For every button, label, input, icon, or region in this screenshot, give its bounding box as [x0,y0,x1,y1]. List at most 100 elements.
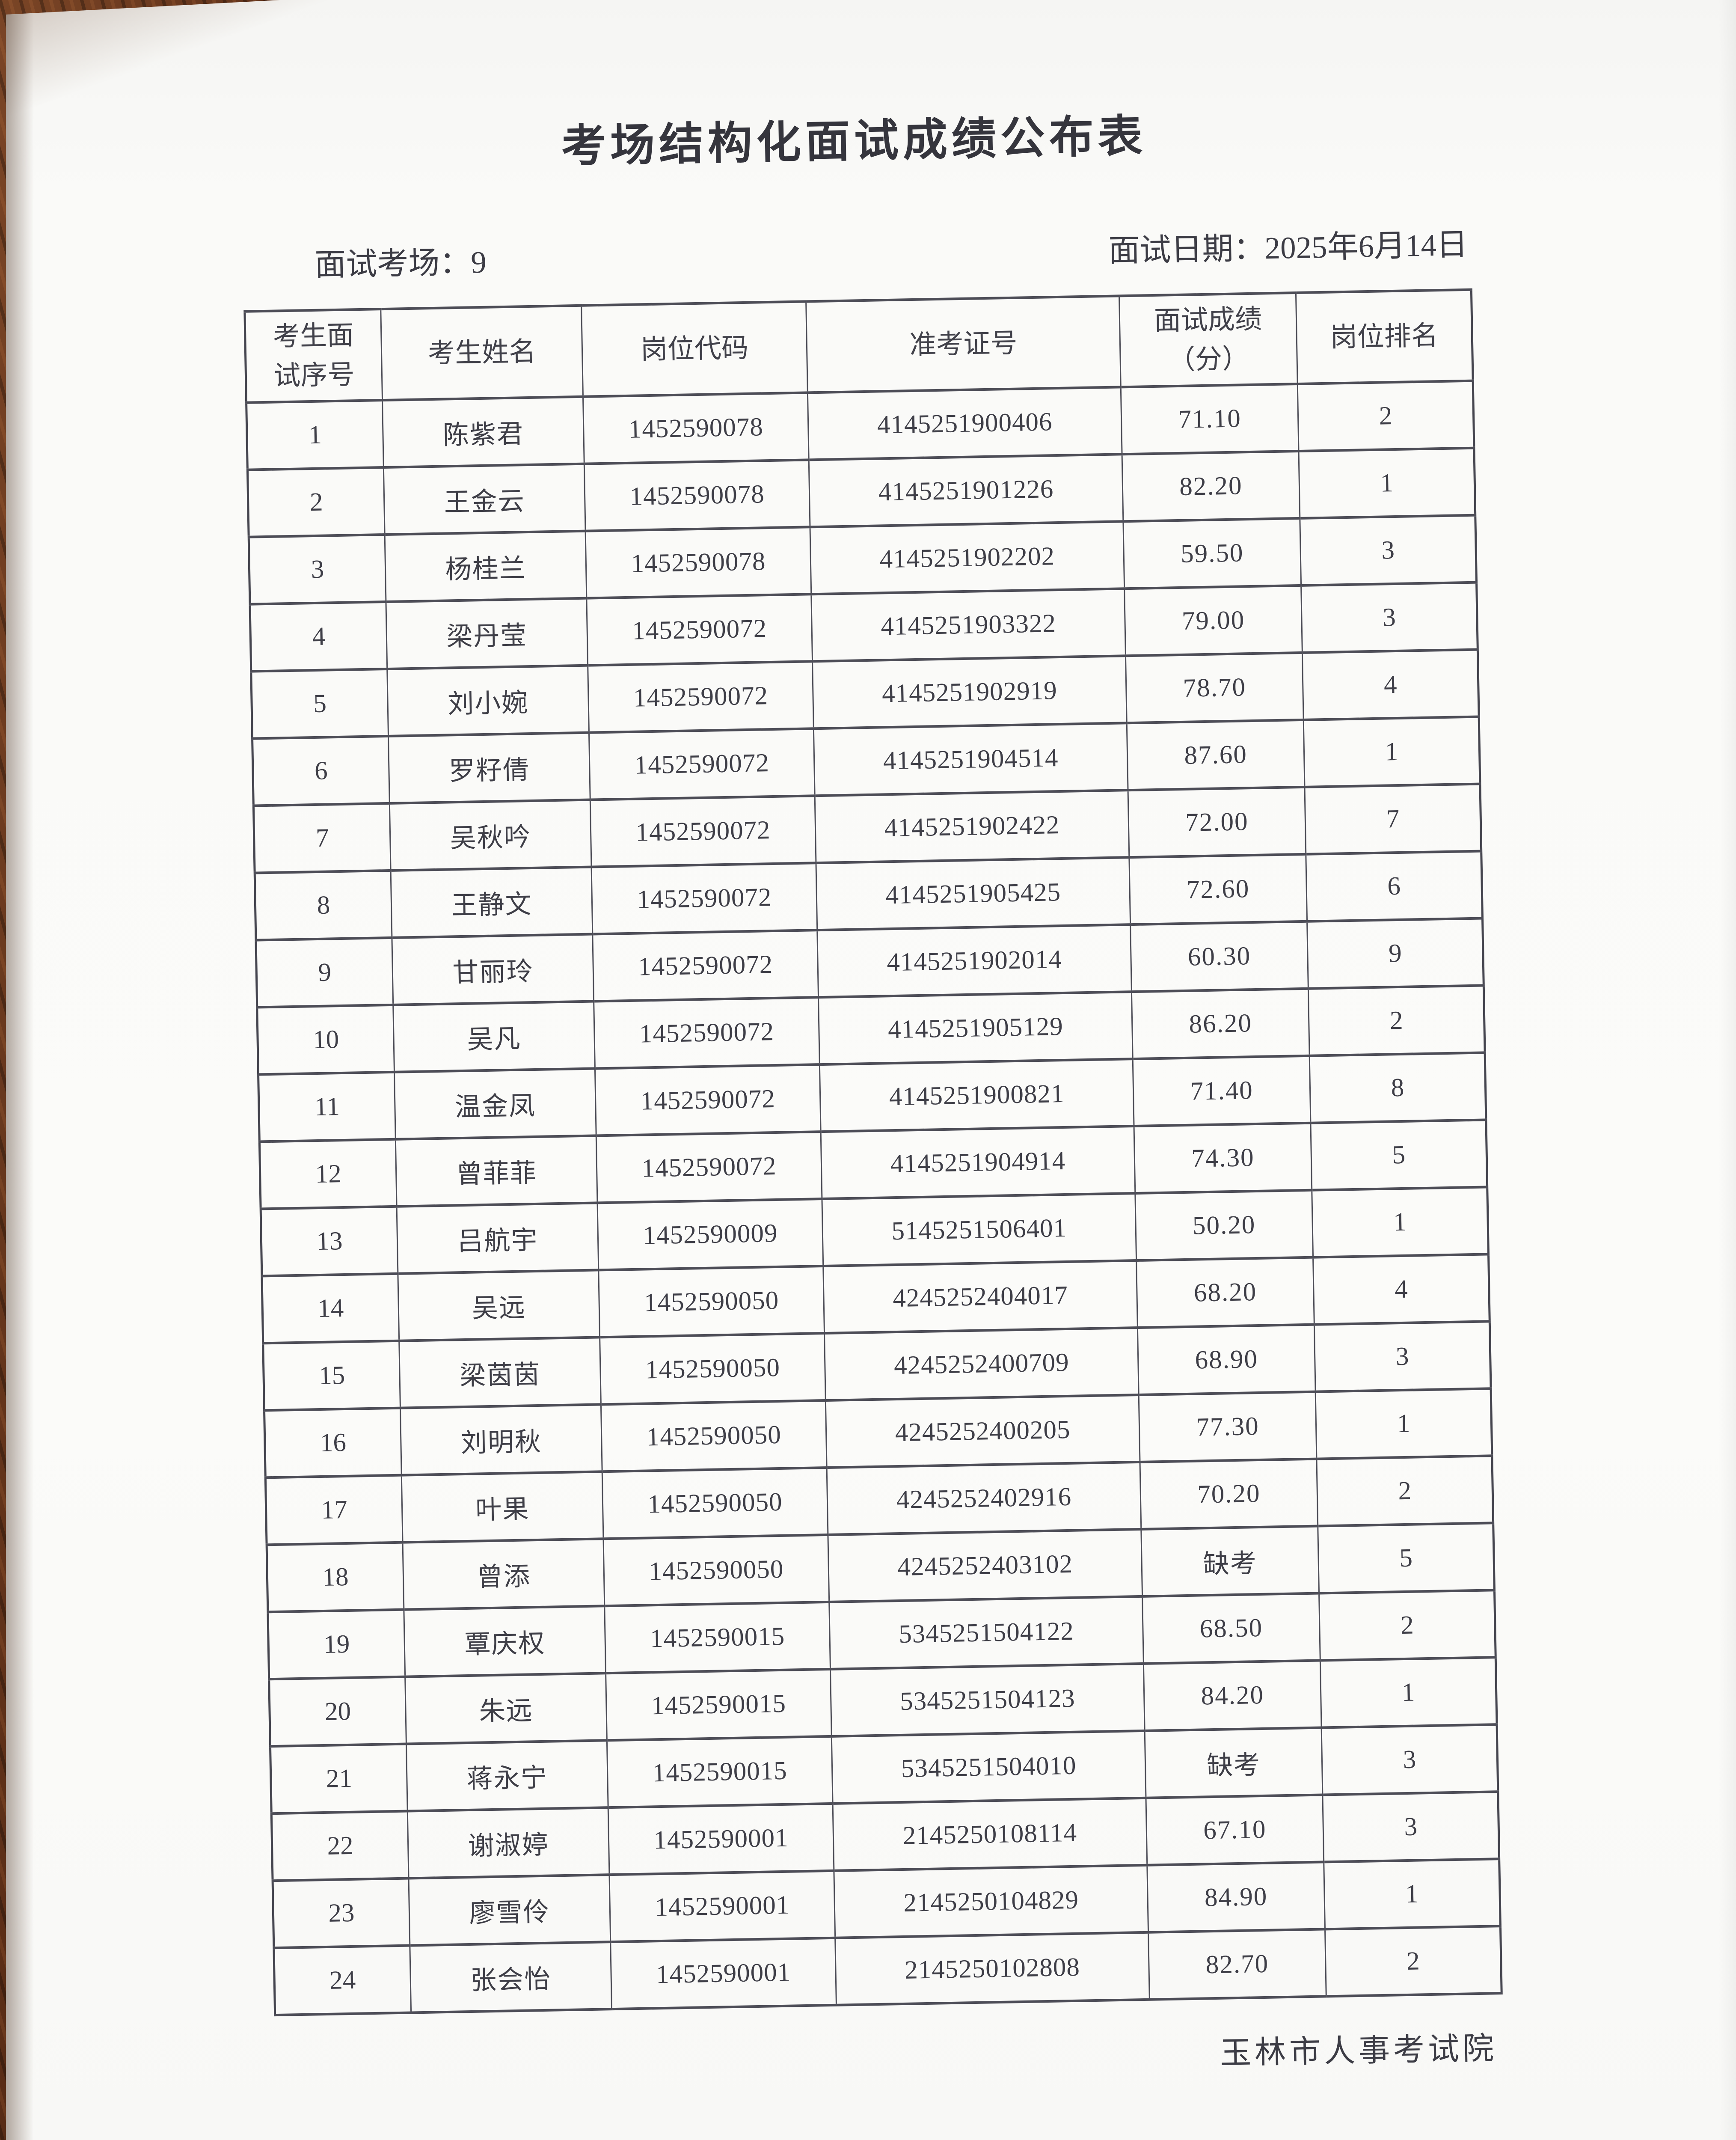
cell-seq: 17 [265,1475,403,1545]
cell-post_code: 1452590015 [605,1669,832,1741]
cell-seq: 14 [261,1273,399,1343]
cell-name: 覃庆权 [404,1606,606,1677]
interview-date-label: 面试日期： [1108,231,1265,268]
cell-name: 曾添 [403,1539,605,1610]
interview-room-value: 9 [470,244,487,280]
cell-seq: 12 [259,1139,397,1209]
column-header-post_code: 岗位代码 [581,301,808,397]
cell-ticket_no: 4145251901226 [809,454,1123,527]
cell-name: 梁丹莹 [386,598,588,669]
cell-post_code: 1452590001 [608,1803,834,1875]
cell-rank: 9 [1307,918,1484,989]
cell-name: 吴远 [398,1270,600,1341]
cell-ticket_no: 2145250104829 [834,1865,1148,1938]
cell-seq: 10 [257,1005,395,1075]
cell-rank: 8 [1309,1052,1486,1123]
cell-ticket_no: 4145251902422 [815,790,1129,863]
cell-name: 梁茵茵 [399,1337,601,1408]
cell-ticket_no: 4145251900406 [807,387,1122,460]
cell-name: 曾菲菲 [395,1135,598,1207]
interview-room: 面试考场：9 [314,237,487,285]
cell-seq: 13 [261,1206,398,1276]
cell-rank: 3 [1322,1792,1499,1862]
cell-rank: 3 [1301,582,1478,653]
column-header-name: 考生姓名 [380,305,583,401]
cell-post_code: 1452590050 [601,1400,827,1472]
cell-post_code: 1452590015 [604,1602,831,1673]
cell-name: 吴秋吟 [389,800,592,871]
cell-post_code: 1452590050 [598,1266,825,1338]
cell-seq: 6 [252,736,390,806]
cell-name: 王静文 [391,867,593,938]
cell-name: 刘明秋 [400,1404,602,1475]
cell-ticket_no: 4145251905425 [816,857,1131,930]
column-header-seq: 考生面 试序号 [244,309,383,403]
cell-seq: 23 [273,1878,410,1948]
cell-rank: 2 [1308,985,1485,1056]
cell-ticket_no: 4145251900821 [819,1059,1134,1132]
issuer-signature: 玉林市人事考试院 [1220,2031,1498,2071]
cell-score: 84.90 [1147,1862,1325,1932]
cell-ticket_no: 5345251504122 [829,1596,1144,1669]
cell-seq: 24 [273,1945,411,2015]
cell-seq: 21 [270,1744,408,1814]
cell-seq: 4 [249,601,387,672]
cell-ticket_no: 4145251903322 [811,588,1126,662]
cell-score: 84.20 [1143,1660,1322,1731]
cell-ticket_no: 5145251506401 [822,1193,1137,1266]
cell-ticket_no: 4145251905129 [818,992,1133,1065]
cell-score: 77.30 [1139,1391,1317,1462]
cell-post_code: 1452590078 [585,527,811,598]
cell-ticket_no: 4245252400205 [825,1394,1140,1468]
cell-name: 杨桂兰 [385,531,587,602]
cell-name: 蒋永宁 [406,1740,608,1811]
cell-score: 82.20 [1122,451,1300,522]
cell-rank: 4 [1302,649,1479,720]
meta-row: 面试考场：9 面试日期：2025年6月14日 [242,219,1469,286]
cell-rank: 2 [1297,380,1474,451]
cell-ticket_no: 4245252404017 [823,1260,1138,1334]
cell-name: 罗籽倩 [388,732,591,803]
cell-score: 缺考 [1145,1727,1323,1798]
cell-seq: 20 [269,1676,407,1747]
scanned-paper-sheet: 考场结构化面试成绩公布表 面试考场：9 面试日期：2025年6月14日 考生面 … [6,0,1736,2140]
interview-date: 面试日期：2025年6月14日 [1108,219,1470,271]
cell-name: 张会怡 [410,1942,612,2013]
cell-post_code: 1452590050 [603,1534,829,1606]
cell-seq: 16 [264,1408,402,1478]
cell-score: 86.20 [1131,988,1310,1059]
cell-ticket_no: 4245252402916 [827,1462,1141,1535]
cell-score: 82.70 [1148,1929,1326,2000]
cell-post_code: 1452590001 [609,1870,835,1942]
cell-seq: 11 [258,1072,396,1142]
page-title: 考场结构化面试成绩公布表 [561,112,1147,172]
cell-name: 刘小婉 [387,665,589,736]
cell-score: 72.60 [1129,854,1307,925]
cell-post_code: 1452590072 [595,1064,821,1136]
cell-post_code: 1452590050 [599,1333,826,1405]
score-table: 考生面 试序号 考生姓名 岗位代码 准考证号 面试成绩 （分） 岗位排名 1 陈紫君 1452… [243,288,1503,2017]
cell-rank: 4 [1313,1254,1490,1325]
cell-seq: 18 [267,1542,404,1612]
column-header-ticket_no: 准考证号 [806,296,1121,393]
cell-seq: 2 [247,467,385,537]
cell-seq: 3 [249,535,386,604]
cell-ticket_no: 2145250108114 [833,1798,1147,1871]
cell-score: 60.30 [1130,921,1309,992]
cell-post_code: 1452590078 [583,392,809,464]
cell-rank: 1 [1315,1388,1492,1459]
cell-post_code: 1452590001 [610,1938,837,2009]
cell-name: 吕航宇 [397,1203,599,1274]
cell-score: 78.70 [1125,652,1304,723]
cell-name: 王金云 [383,464,586,535]
column-header-score: 面试成绩 （分） [1119,293,1298,387]
cell-post_code: 1452590009 [597,1199,823,1270]
cell-score: 71.40 [1133,1055,1311,1126]
cell-post_code: 1452590072 [594,997,820,1069]
column-header-rank: 岗位排名 [1296,289,1473,384]
cell-ticket_no: 4145251904514 [813,723,1128,796]
cell-name: 谢淑婷 [407,1807,609,1878]
cell-rank: 6 [1306,851,1483,921]
cell-name: 朱远 [405,1673,607,1744]
